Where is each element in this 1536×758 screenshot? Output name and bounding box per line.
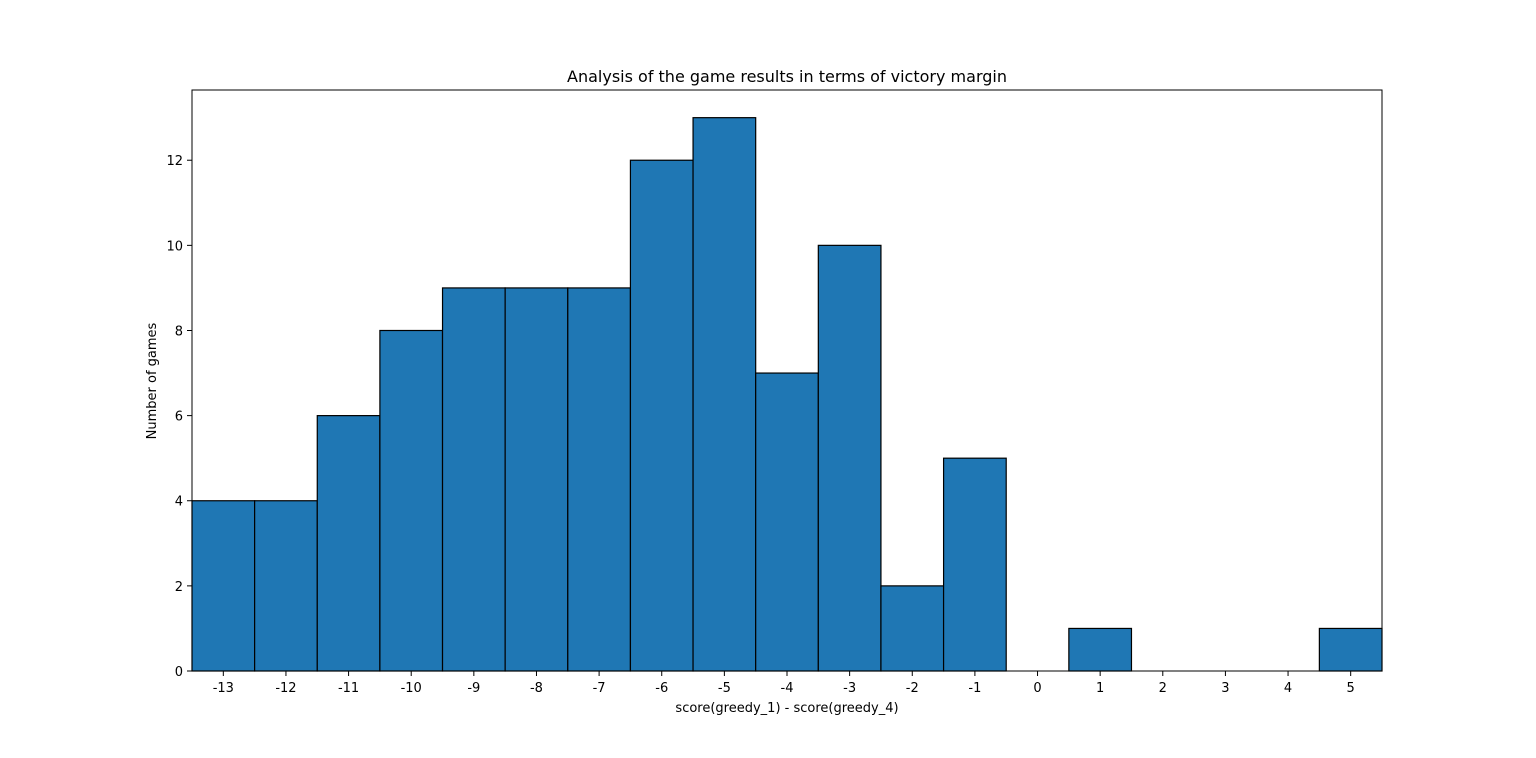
x-tick-label: -4 (781, 681, 794, 696)
y-tick-label: 4 (175, 495, 183, 510)
x-tick-label: -5 (718, 681, 731, 696)
x-tick-label: -7 (593, 681, 606, 696)
bars-layer (191, 117, 1383, 672)
x-tick-label: -12 (275, 681, 296, 696)
bar--8 (504, 287, 569, 672)
bar--1 (942, 457, 1007, 672)
x-axis: -13 -12 -11 -10 -9 -8 -7 -6 -5 -4 -3 -2 -1 0 1 2 3 4 5 (213, 671, 1355, 696)
x-tick-label: -8 (530, 681, 543, 696)
x-tick-label: 4 (1284, 681, 1292, 696)
x-tick-label: -2 (906, 681, 919, 696)
x-tick-label: 5 (1347, 681, 1355, 696)
bar--9 (441, 287, 506, 672)
x-axis-label: score(greedy_1) - score(greedy_4) (675, 701, 898, 716)
x-tick-label: -9 (467, 681, 480, 696)
bar--11 (316, 415, 381, 672)
x-tick-label: 0 (1033, 681, 1041, 696)
bar--12 (254, 500, 318, 672)
x-tick-label: -10 (401, 681, 422, 696)
y-tick-label: 8 (175, 324, 183, 339)
chart-title: Analysis of the game results in terms of… (567, 67, 1007, 86)
x-tick-label: -6 (655, 681, 668, 696)
bar-1 (1068, 627, 1133, 672)
x-tick-label: -1 (968, 681, 981, 696)
bar--2 (880, 585, 945, 672)
y-axis-label: Number of games (145, 322, 160, 439)
bar--5 (692, 117, 757, 672)
bar--3 (817, 244, 882, 672)
x-tick-label: 2 (1159, 681, 1167, 696)
bar--7 (567, 287, 632, 672)
y-tick-label: 0 (175, 665, 183, 680)
x-tick-label: 1 (1096, 681, 1104, 696)
bar--13 (191, 500, 256, 672)
y-tick-label: 12 (166, 154, 183, 169)
x-tick-label: -11 (338, 681, 359, 696)
x-tick-label: -3 (843, 681, 856, 696)
bar--6 (629, 159, 694, 672)
y-tick-label: 10 (166, 239, 183, 254)
y-tick-label: 2 (175, 580, 183, 595)
y-axis: 0 2 4 6 8 10 12 (166, 154, 192, 680)
x-tick-label: -13 (213, 681, 234, 696)
bar-5 (1318, 627, 1383, 672)
bar--10 (379, 329, 444, 672)
x-tick-label: 3 (1221, 681, 1229, 696)
y-tick-label: 6 (175, 410, 183, 425)
bar--4 (755, 372, 819, 672)
